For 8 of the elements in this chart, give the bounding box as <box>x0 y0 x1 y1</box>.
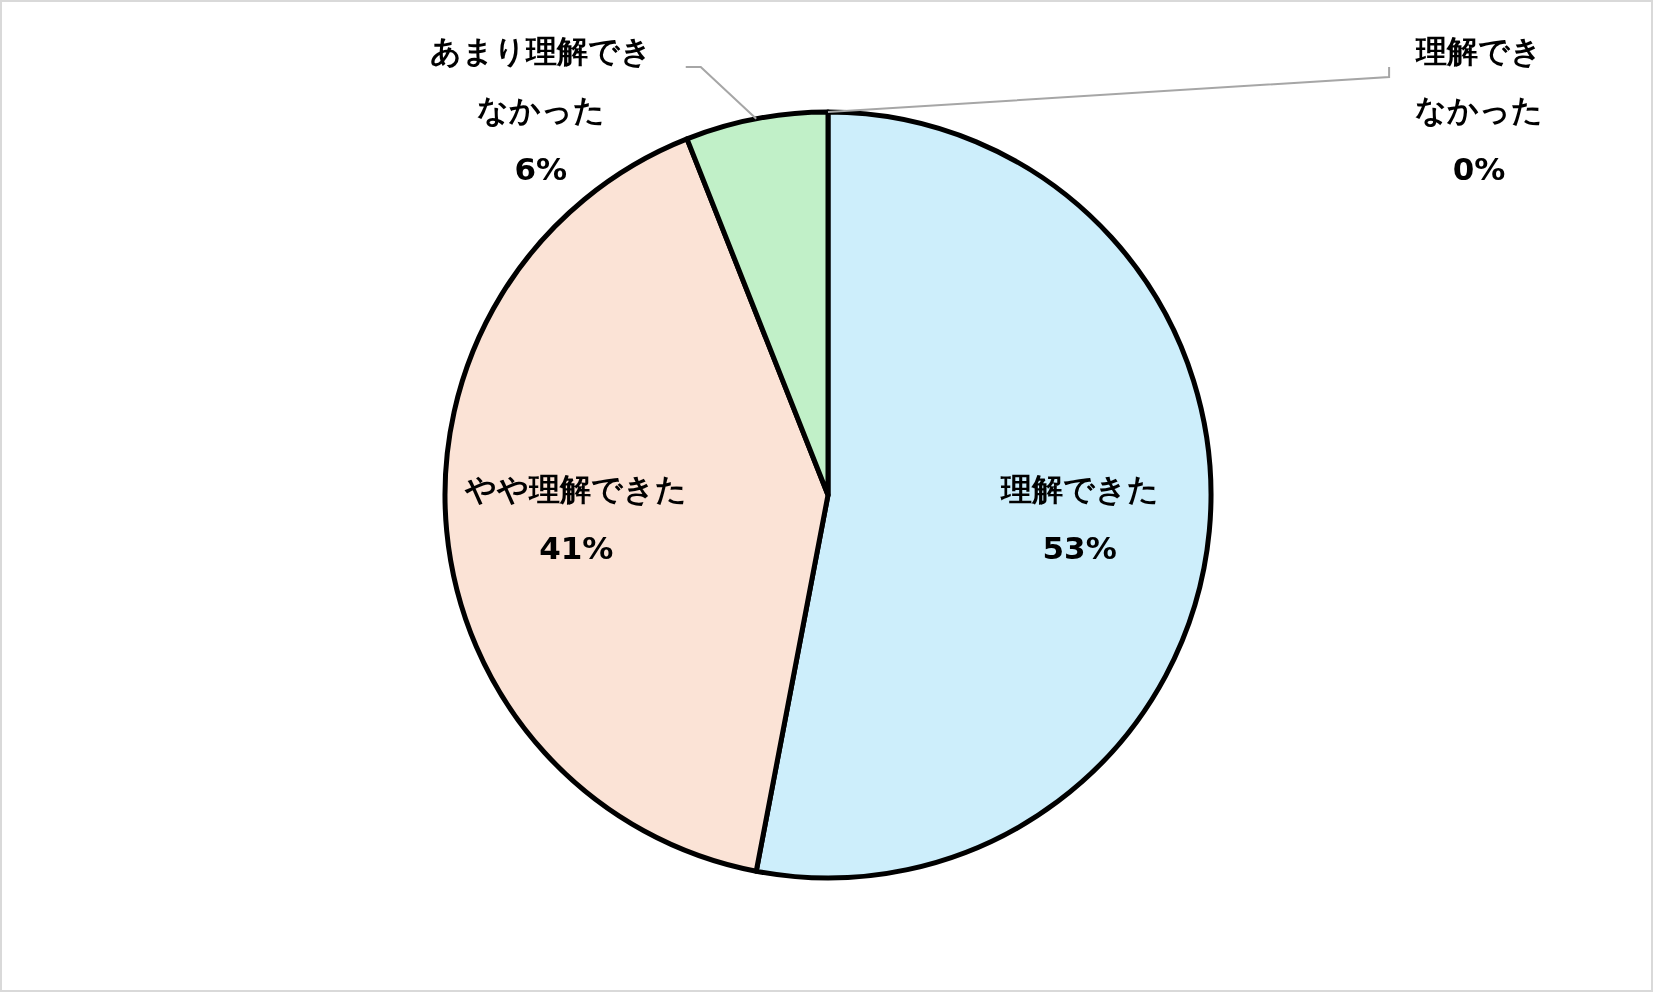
slice-label: 理解できた <box>999 471 1159 508</box>
data-label: 6% <box>514 150 568 187</box>
slice-label: あまり理解できなかった <box>429 33 652 128</box>
category-label: 理解できなかった <box>1415 33 1544 128</box>
slice-label: やや理解できた <box>464 471 688 508</box>
data-label: 41% <box>539 530 614 567</box>
data-label: 53% <box>1042 530 1117 567</box>
text: 0% <box>1452 150 1506 187</box>
